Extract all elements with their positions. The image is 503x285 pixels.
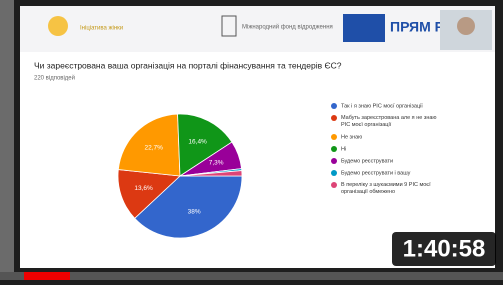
legend-swatch	[331, 158, 337, 164]
slice-label: 13,6%	[134, 185, 153, 192]
logo-left: Ініціатива жінки	[80, 26, 123, 32]
legend-label: Будемо реєструвати	[341, 158, 393, 164]
eu-flag	[343, 14, 385, 42]
chart-subtitle: 220 відповідей	[34, 75, 75, 82]
legend-swatch	[331, 115, 337, 121]
pie: 38% 13,6% 22,7% 16,4% 7,3%	[118, 114, 242, 238]
legend-swatch	[331, 182, 337, 188]
slice-label: 22,7%	[144, 145, 163, 152]
screenshot: Ініціатива жінки Міжнародний фонд відрод…	[0, 0, 503, 280]
left-frame	[0, 0, 14, 280]
webcam-person	[457, 17, 475, 35]
progress-watched	[24, 272, 70, 280]
legend-swatch	[331, 134, 337, 140]
duration: 1:40:58	[403, 235, 486, 262]
progress-track[interactable]	[0, 272, 503, 280]
legend-label: Так і я знаю PIC моєї організації	[341, 103, 423, 109]
logo-middle: Міжнародний фонд відродження	[242, 24, 333, 31]
legend-label: Будемо реєструвати і вашу	[341, 170, 411, 176]
legend-swatch	[331, 103, 337, 109]
logo-icon	[48, 16, 68, 36]
legend-swatch	[331, 146, 337, 152]
legend-label: Не знаю	[341, 134, 362, 140]
legend-swatch	[331, 170, 337, 176]
slice-label: 38%	[188, 208, 201, 215]
slice-label: 16,4%	[188, 139, 207, 146]
slice-label: 7,3%	[209, 160, 224, 167]
chart-title: Чи зареєстрована ваша організація на пор…	[34, 60, 342, 70]
legend-label: Ні	[341, 146, 346, 152]
